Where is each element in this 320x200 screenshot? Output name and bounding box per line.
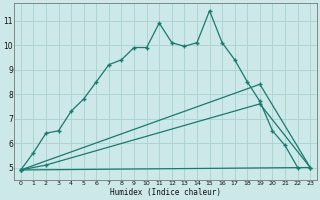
X-axis label: Humidex (Indice chaleur): Humidex (Indice chaleur) [110, 188, 221, 197]
